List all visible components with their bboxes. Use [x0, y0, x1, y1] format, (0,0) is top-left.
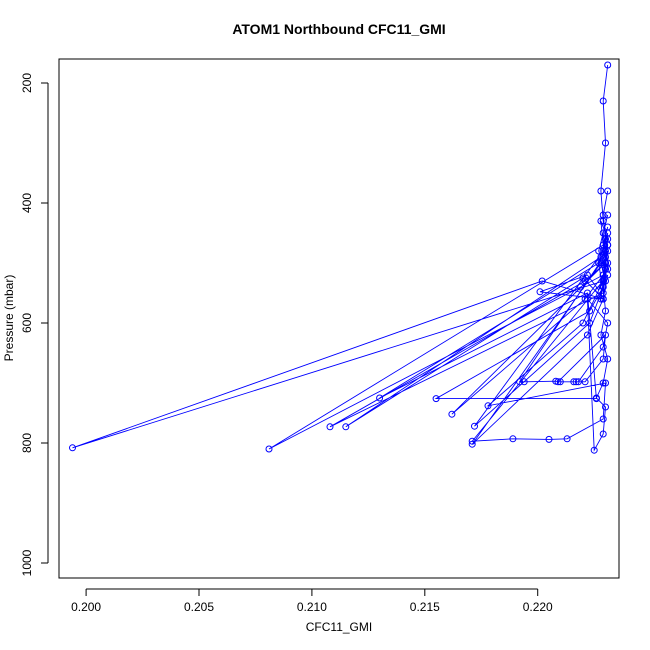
data-point [538, 277, 546, 285]
data-point [595, 247, 603, 255]
data-point [599, 229, 607, 237]
x-tick-label: 0.200 [71, 600, 101, 614]
data-point [604, 271, 612, 279]
x-tick-label: 0.215 [410, 600, 440, 614]
data-point [520, 378, 528, 386]
data-point [579, 319, 587, 327]
y-tick-label: 400 [20, 193, 34, 213]
data-point [599, 283, 607, 291]
data-point [597, 217, 605, 225]
data-point [604, 259, 612, 267]
data-point [574, 378, 582, 386]
x-tick-label: 0.220 [523, 600, 553, 614]
data-point [604, 61, 612, 69]
data-point [604, 319, 612, 327]
x-tick-label: 0.210 [297, 600, 327, 614]
data-point [563, 435, 571, 443]
data-point [579, 274, 587, 282]
data-point [602, 379, 609, 387]
data-point [468, 437, 476, 445]
data-point [577, 283, 585, 291]
data-point [604, 355, 612, 363]
data-point [583, 295, 591, 303]
data-point [597, 187, 605, 195]
data-point [536, 288, 544, 296]
data-point [326, 423, 334, 431]
data-point [599, 343, 607, 351]
y-tick-label: 800 [20, 433, 34, 453]
data-point [599, 355, 607, 363]
data-point [586, 319, 594, 327]
plot-frame [58, 58, 620, 579]
y-axis: 200 400 600 800 1000 [20, 73, 49, 576]
y-tick-label: 600 [20, 313, 34, 333]
data-point [597, 295, 605, 303]
data-point [570, 378, 578, 386]
series-layer [69, 61, 612, 454]
data-point [583, 331, 591, 339]
data-point [556, 378, 564, 386]
data-point [586, 307, 594, 315]
data-point [509, 435, 517, 443]
data-point [602, 235, 609, 243]
x-tick-label: 0.205 [184, 600, 214, 614]
data-point [448, 410, 456, 418]
data-point [604, 247, 612, 255]
data-point [432, 395, 440, 403]
data-point [468, 440, 476, 448]
data-point [604, 211, 612, 219]
data-point [516, 378, 524, 386]
data-point [597, 259, 605, 267]
data-point [484, 402, 492, 410]
data-point [604, 187, 612, 195]
data-point [595, 259, 603, 267]
data-point [597, 331, 605, 339]
data-point [471, 422, 478, 430]
data-point [376, 394, 384, 402]
data-point [265, 445, 273, 453]
data-point [572, 378, 580, 386]
data-point [590, 446, 598, 454]
data-point [604, 223, 612, 231]
x-axis: 0.200 0.205 0.210 0.215 0.220 [71, 588, 553, 614]
data-point [545, 435, 553, 443]
data-point [599, 97, 607, 105]
data-point [69, 444, 76, 452]
data-point [599, 430, 607, 438]
data-point [602, 247, 609, 255]
y-tick-label: 200 [20, 73, 34, 93]
x-axis-label: CFC11_GMI [306, 620, 372, 634]
data-point [602, 277, 609, 285]
y-tick-label: 1000 [20, 549, 34, 576]
data-point [599, 379, 607, 387]
data-point [602, 139, 609, 147]
data-point [554, 378, 562, 386]
data-point [581, 378, 589, 386]
data-point [599, 211, 607, 219]
data-point [602, 259, 609, 267]
data-point [581, 295, 589, 303]
data-point [599, 247, 607, 255]
data-point [602, 331, 609, 339]
data-point [602, 403, 609, 411]
chart-title: ATOM1 Northbound CFC11_GMI [232, 21, 445, 37]
data-point [599, 415, 607, 423]
data-point [342, 423, 350, 431]
y-axis-label: Pressure (mbar) [2, 275, 16, 362]
data-point [602, 307, 609, 315]
data-point [599, 295, 607, 303]
data-point [592, 394, 600, 402]
